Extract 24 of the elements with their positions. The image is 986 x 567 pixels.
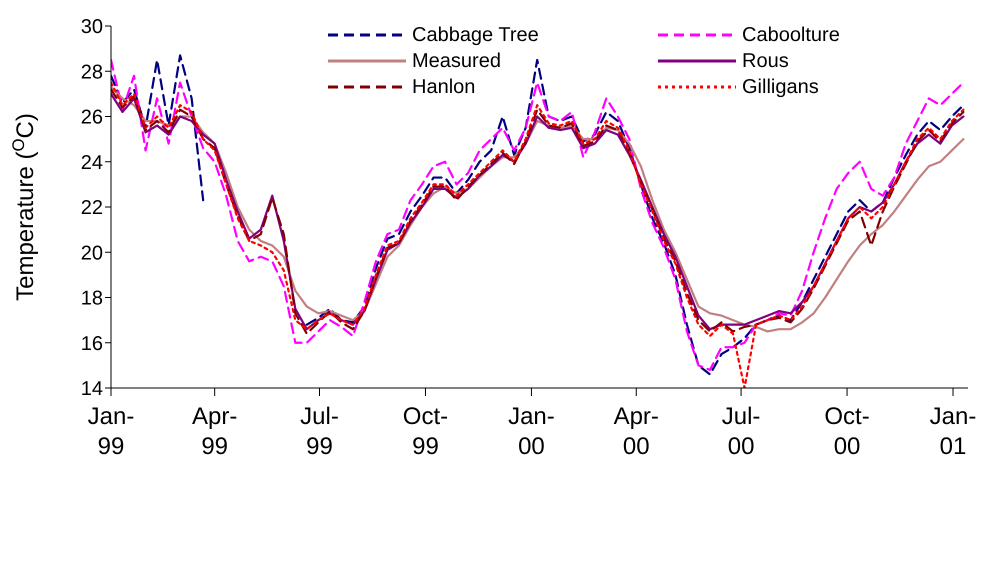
x-tick-label: Jan-01 — [930, 403, 976, 460]
y-tick-label: 24 — [80, 152, 103, 174]
x-tick-label: Apr-00 — [614, 403, 659, 460]
y-tick-label: 20 — [80, 242, 103, 264]
legend-label: Caboolture — [742, 24, 840, 46]
y-tick-label: 26 — [80, 106, 103, 129]
y-tick-label: 14 — [80, 378, 103, 400]
x-tick-label: Jul-99 — [300, 403, 339, 460]
legend-label: Cabbage Tree — [412, 24, 539, 46]
x-tick-label: Oct-00 — [824, 403, 870, 460]
y-tick-label: 22 — [80, 197, 103, 220]
x-tick-label: Jul-00 — [722, 403, 760, 460]
legend-label: Gilligans — [742, 76, 819, 98]
y-tick-label: 30 — [80, 16, 103, 38]
legend-label: Rous — [742, 50, 789, 72]
x-tick-label: Apr-99 — [192, 403, 238, 460]
y-tick-label: 28 — [80, 61, 103, 84]
legend-label: Measured — [412, 50, 501, 72]
legend-label: Hanlon — [412, 76, 476, 98]
x-tick-label: Jan-00 — [508, 403, 555, 460]
y-tick-label: 16 — [80, 332, 103, 355]
x-tick-label: Jan-99 — [88, 403, 134, 460]
x-tick-label: Oct-99 — [402, 403, 448, 460]
y-tick-label: 18 — [80, 288, 103, 310]
